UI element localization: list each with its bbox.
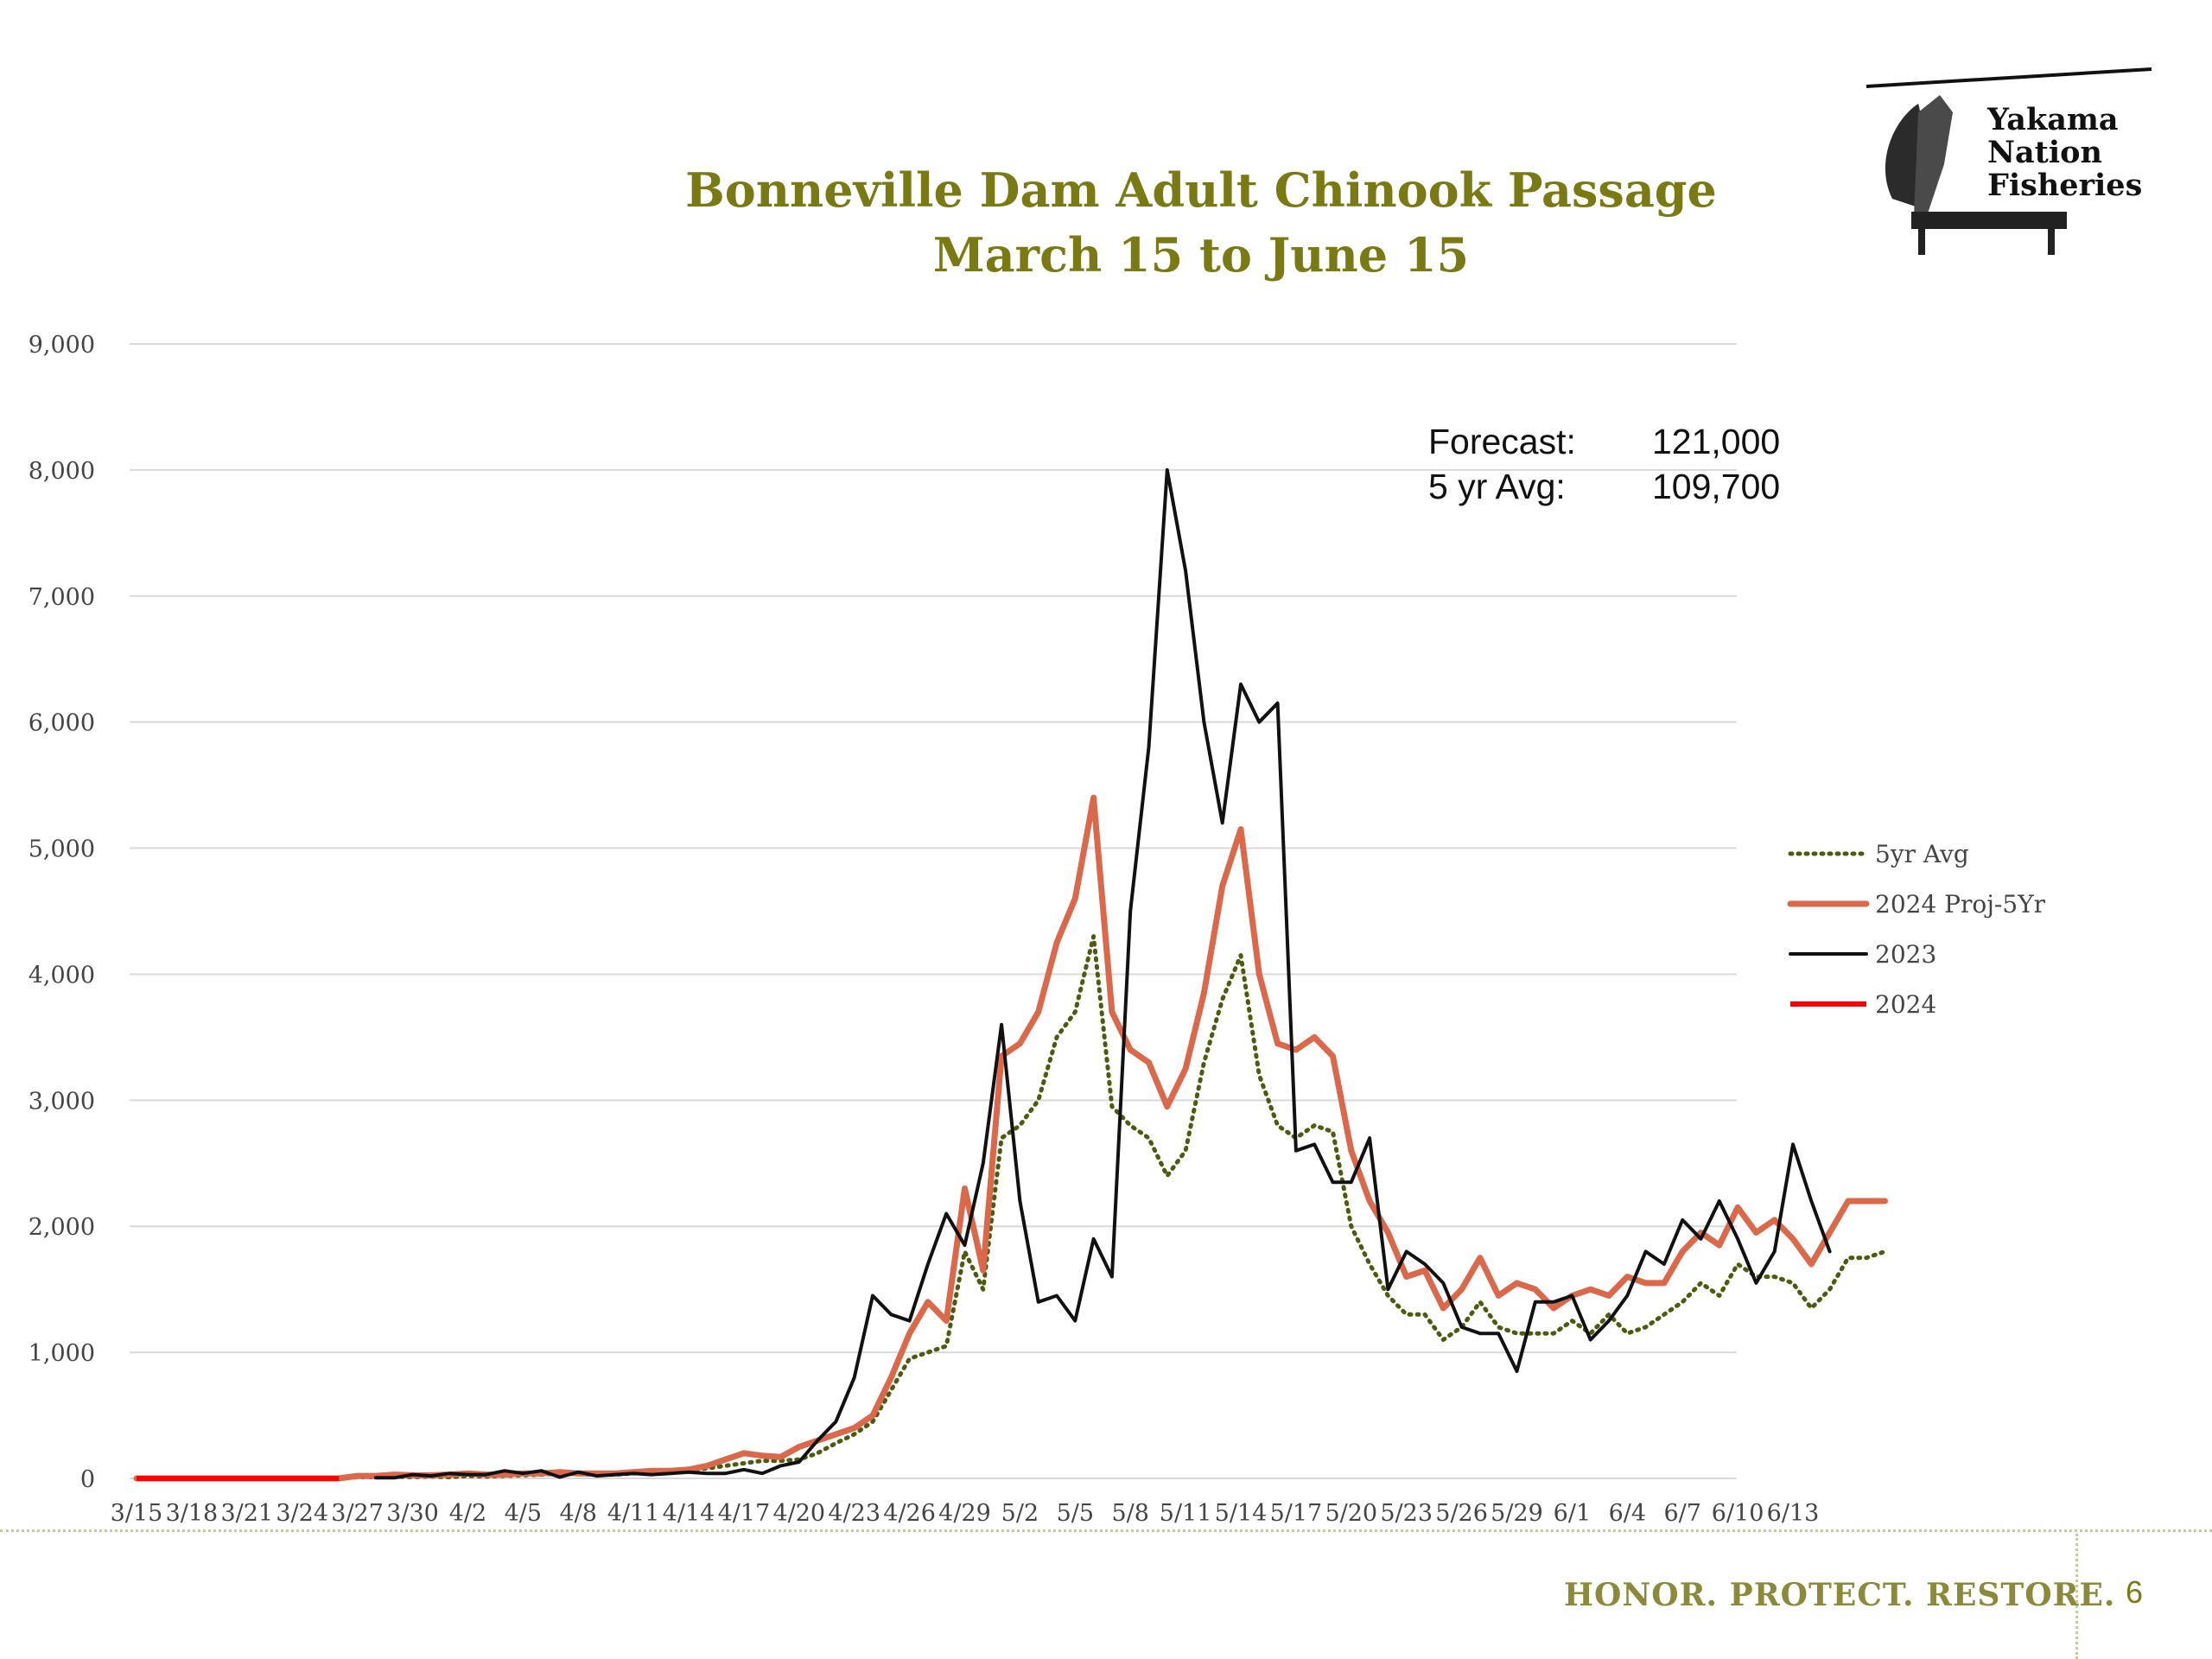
gridlines <box>130 343 1737 1479</box>
logo-text: Yakama Nation Fisheries <box>1987 104 2142 202</box>
x-tick-label: 5/14 <box>1215 1500 1268 1527</box>
series-line-2024-proj-5yr <box>133 794 1888 1482</box>
five-year-average-value: 109,700 <box>1652 467 1781 506</box>
y-axis-tick-labels: 0 1,000 2,000 3,000 4,000 5,000 6,000 7,000 8,00… <box>29 332 95 1493</box>
x-tick-label: 4/23 <box>828 1500 880 1527</box>
x-tick-label: 3/21 <box>220 1500 273 1527</box>
x-tick-label: 6/7 <box>1663 1500 1700 1527</box>
y-tick-label: 6,000 <box>29 710 95 737</box>
x-tick-label: 3/18 <box>166 1500 219 1527</box>
x-tick-label: 5/26 <box>1435 1500 1488 1527</box>
footer-vertical-divider <box>2075 1534 2078 1659</box>
series-line-2023 <box>373 467 1832 1480</box>
legend-label: 5yr Avg <box>1875 840 1969 868</box>
footer-divider <box>0 1529 2212 1532</box>
x-tick-label: 5/2 <box>1001 1500 1039 1527</box>
legend: 5yr Avg 2024 Proj-5Yr 2023 2024 <box>1787 840 2046 1019</box>
x-tick-label: 4/20 <box>772 1500 825 1527</box>
y-tick-label: 0 <box>80 1466 95 1493</box>
fisherman-logo-icon <box>1866 67 2152 255</box>
x-tick-label: 4/17 <box>718 1500 771 1527</box>
page-number: 6 <box>2126 1574 2144 1610</box>
x-tick-label: 5/29 <box>1491 1500 1543 1527</box>
x-tick-label: 6/4 <box>1609 1500 1646 1527</box>
x-tick-label: 4/29 <box>938 1500 991 1527</box>
logo-line-3: Fisheries <box>1987 168 2143 203</box>
x-tick-label: 5/5 <box>1057 1500 1094 1527</box>
x-tick-label: 5/17 <box>1270 1500 1323 1527</box>
logo-line-2: Nation <box>1987 135 2102 170</box>
logo-line-1: Yakama <box>1987 102 2119 137</box>
x-tick-label: 3/30 <box>386 1500 439 1527</box>
y-tick-label: 7,000 <box>29 584 95 611</box>
chart-title: Bonneville Dam Adult Chinook Passage <box>685 162 1717 218</box>
x-tick-label: 6/13 <box>1767 1500 1820 1527</box>
y-tick-label: 9,000 <box>29 332 95 359</box>
legend-label: 2023 <box>1875 940 1936 969</box>
x-tick-label: 5/20 <box>1325 1500 1377 1527</box>
x-axis-tick-labels: 3/15 3/18 3/21 3/24 3/27 3/30 4/2 4/5 4/8 4/11 4/1… <box>111 1500 1820 1527</box>
series-lines <box>133 467 1888 1482</box>
legend-label: 2024 <box>1875 990 1936 1019</box>
y-tick-label: 2,000 <box>29 1214 95 1241</box>
x-tick-label: 3/15 <box>111 1500 163 1527</box>
x-tick-label: 4/26 <box>883 1500 936 1527</box>
x-tick-label: 6/10 <box>1712 1500 1764 1527</box>
x-tick-label: 5/23 <box>1380 1500 1433 1527</box>
x-tick-label: 4/2 <box>449 1500 486 1527</box>
forecast-value: 121,000 <box>1652 422 1781 461</box>
y-tick-label: 1,000 <box>29 1340 95 1367</box>
x-tick-label: 3/27 <box>331 1500 384 1527</box>
five-year-average-label: 5 yr Avg: <box>1428 467 1566 506</box>
x-tick-label: 4/14 <box>663 1500 715 1527</box>
forecast-label: Forecast: <box>1428 422 1576 461</box>
y-tick-label: 8,000 <box>29 458 95 485</box>
y-tick-label: 4,000 <box>29 962 95 988</box>
x-tick-label: 5/11 <box>1160 1500 1212 1527</box>
x-tick-label: 6/1 <box>1554 1500 1591 1527</box>
y-tick-label: 5,000 <box>29 836 95 863</box>
y-tick-label: 3,000 <box>29 1088 95 1115</box>
series-line-5yr-avg <box>134 934 1887 1481</box>
x-tick-label: 4/11 <box>607 1500 660 1527</box>
x-tick-label: 4/8 <box>559 1500 596 1527</box>
chart-subtitle: March 15 to June 15 <box>932 227 1470 283</box>
legend-label: 2024 Proj-5Yr <box>1875 890 2046 918</box>
tagline: HONOR. PROTECT. RESTORE. <box>1564 1577 2116 1613</box>
x-tick-label: 4/5 <box>505 1500 542 1527</box>
x-tick-label: 3/24 <box>276 1500 328 1527</box>
x-tick-label: 5/8 <box>1111 1500 1148 1527</box>
